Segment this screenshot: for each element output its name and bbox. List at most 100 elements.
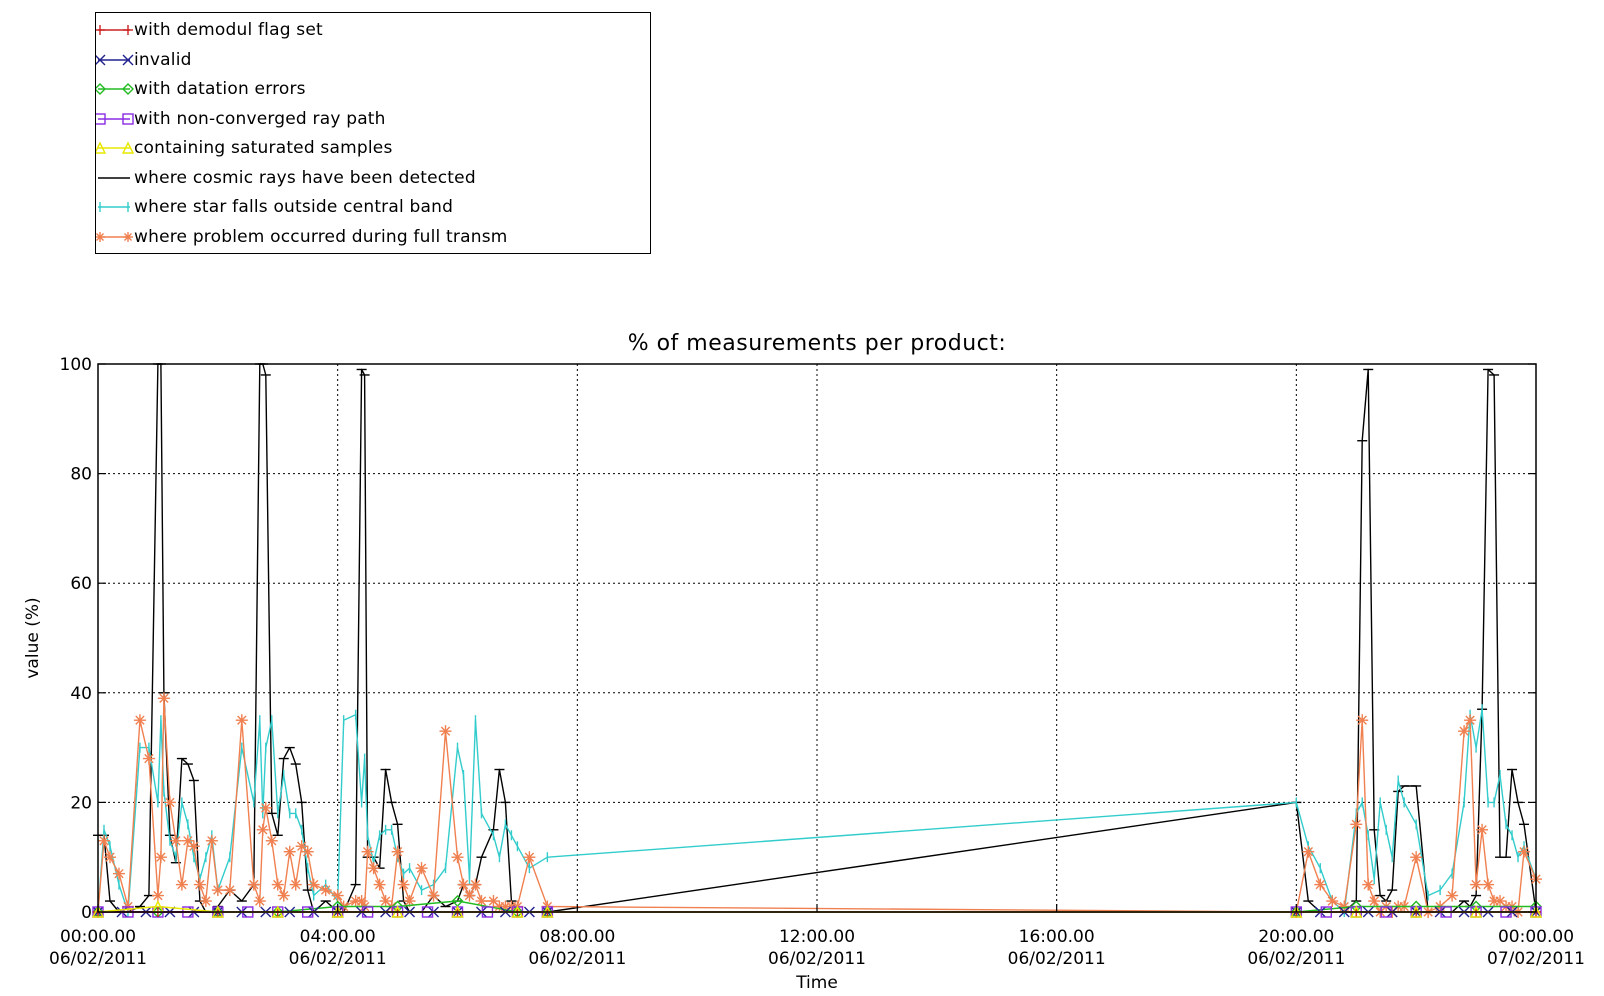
- y-tick-label: 60: [70, 574, 92, 594]
- data-point: [151, 889, 164, 902]
- x-tick-label-time: 04:00.00: [300, 927, 376, 947]
- data-point: [1314, 878, 1327, 891]
- data-point: [247, 878, 260, 891]
- legend-label: where cosmic rays have been detected: [134, 167, 476, 188]
- data-point: [319, 884, 332, 897]
- data-point: [1410, 851, 1423, 864]
- x-tick-label-date: 06/02/2011: [768, 949, 866, 969]
- x-tick-label-date: 06/02/2011: [528, 949, 626, 969]
- y-tick-label: 0: [81, 903, 92, 923]
- legend-marker: [122, 112, 134, 125]
- data-point: [457, 878, 470, 891]
- legend-swatch: [96, 83, 134, 95]
- legend-item: where problem occurred during full trans…: [96, 223, 650, 251]
- data-point: [439, 725, 452, 738]
- legend-marker: [96, 54, 106, 65]
- data-point: [97, 834, 110, 847]
- legend-marker: [121, 141, 134, 154]
- data-point: [1302, 845, 1315, 858]
- y-tick-label: 80: [70, 465, 92, 485]
- data-point: [331, 889, 344, 902]
- x-tick-label-time: 16:00.00: [1019, 927, 1095, 947]
- data-point: [199, 895, 212, 908]
- legend-marker: [123, 231, 133, 242]
- data-point: [277, 889, 290, 902]
- data-point: [235, 714, 248, 727]
- data-point: [451, 851, 464, 864]
- data-point: [1470, 878, 1483, 891]
- data-point: [271, 878, 284, 891]
- x-tick-label-time: 12:00.00: [779, 927, 855, 947]
- x-tick-label-time: 08:00.00: [539, 927, 615, 947]
- data-point: [187, 840, 200, 853]
- legend-item: with non-converged ray path: [96, 105, 650, 133]
- legend-swatch: [96, 231, 133, 242]
- data-point: [163, 796, 176, 809]
- legend-item: containing saturated samples: [96, 134, 650, 162]
- data-point: [1356, 714, 1369, 727]
- data-point: [463, 889, 476, 902]
- legend-item: with datation errors: [96, 75, 650, 103]
- data-point: [397, 878, 410, 891]
- data-point: [1446, 889, 1459, 902]
- x-tick-label-date: 07/02/2011: [1487, 949, 1585, 969]
- data-point: [1326, 895, 1339, 908]
- data-point: [283, 845, 296, 858]
- data-point: [169, 834, 182, 847]
- legend-swatch: [96, 112, 134, 125]
- legend-item: invalid: [96, 46, 650, 74]
- legend-marker: [96, 112, 106, 125]
- chart-legend: with demodul flag set invalid with datatio…: [95, 12, 651, 254]
- y-tick-label: 100: [60, 355, 92, 375]
- legend-marker: [122, 54, 134, 65]
- data-point: [259, 801, 272, 814]
- data-point: [1482, 878, 1495, 891]
- series-1: [97, 704, 1537, 917]
- x-tick-label-date: 06/02/2011: [49, 949, 147, 969]
- x-tick-label-date: 06/02/2011: [1247, 949, 1345, 969]
- legend-item: with demodul flag set: [96, 16, 650, 44]
- legend-marker: [122, 83, 134, 95]
- data-point: [1518, 845, 1531, 858]
- data-point: [367, 862, 380, 875]
- data-point: [103, 851, 116, 864]
- data-point: [523, 851, 536, 864]
- legend-item: where cosmic rays have been detected: [96, 164, 650, 192]
- legend-label: with non-converged ray path: [134, 108, 386, 129]
- data-point: [154, 851, 167, 864]
- data-point: [112, 867, 125, 880]
- data-point: [253, 895, 266, 908]
- data-point: [1476, 823, 1489, 836]
- legend-marker: [96, 83, 106, 95]
- data-point: [211, 884, 224, 897]
- legend-label: invalid: [134, 49, 192, 70]
- legend-swatch: [96, 141, 134, 154]
- data-point: [157, 692, 170, 705]
- x-tick-label-time: 20:00.00: [1258, 927, 1334, 947]
- legend-label: containing saturated samples: [134, 138, 393, 158]
- x-axis-label: Time: [795, 973, 838, 993]
- data-point: [427, 889, 440, 902]
- data-point: [175, 878, 188, 891]
- legend-swatch: [98, 202, 130, 212]
- series-line: [97, 697, 1537, 913]
- legend-marker: [96, 141, 107, 154]
- data-point: [133, 714, 146, 727]
- y-axis-label: value (%): [23, 597, 43, 678]
- legend-label: with demodul flag set: [134, 20, 323, 40]
- legend-marker: [96, 231, 105, 242]
- data-point: [1368, 895, 1381, 908]
- y-tick-label: 40: [70, 684, 92, 704]
- data-point: [469, 878, 482, 891]
- series-line: [97, 708, 1537, 913]
- legend-swatch: [98, 176, 130, 179]
- data-point: [475, 895, 488, 908]
- data-point: [1464, 714, 1477, 727]
- data-point: [415, 862, 428, 875]
- x-tick-label-time: 00:00.00: [1498, 927, 1574, 947]
- data-point: [1458, 725, 1471, 738]
- data-point: [142, 752, 155, 765]
- y-tick-label: 20: [70, 793, 92, 813]
- legend-marker: [96, 25, 105, 35]
